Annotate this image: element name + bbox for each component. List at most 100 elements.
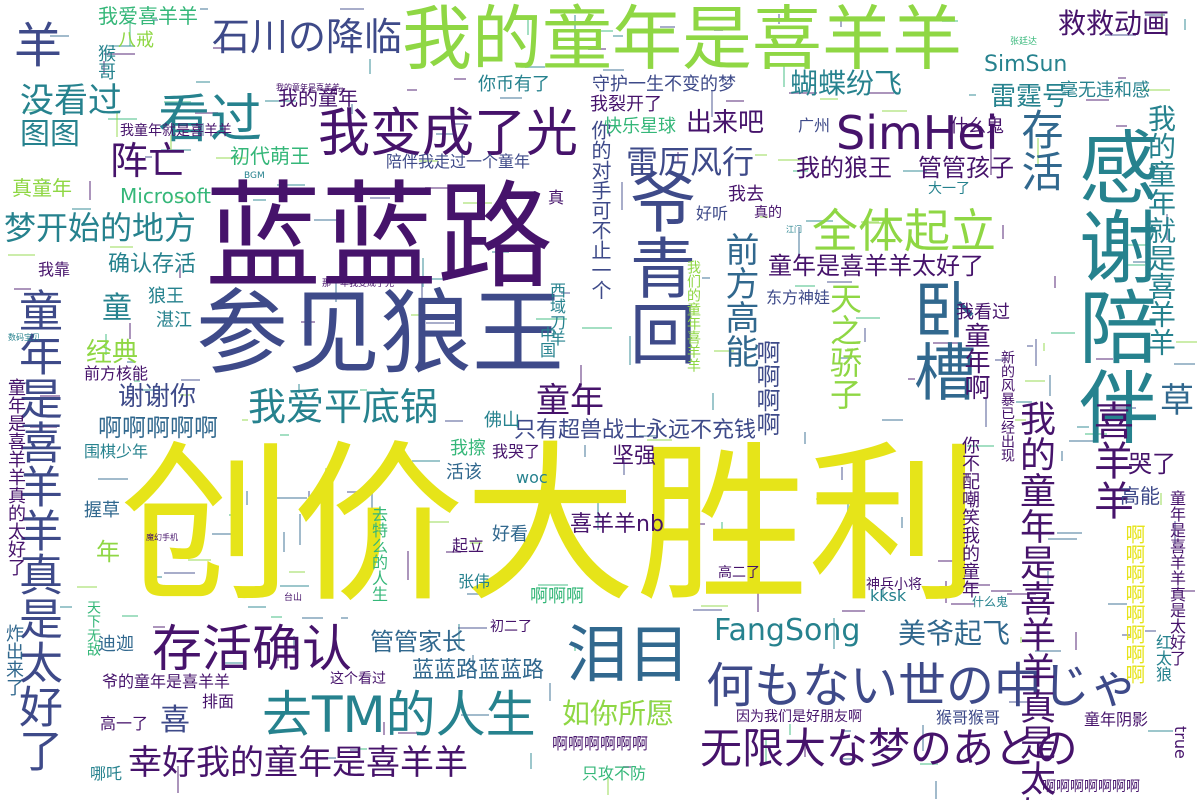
word-mei-kanguo: 没看过 <box>20 81 122 121</box>
word-jingdian: 经典 <box>86 338 139 368</box>
noise-mark <box>229 514 237 516</box>
noise-mark <box>180 394 190 396</box>
noise-mark <box>175 197 187 199</box>
word-wode-tongnian-v: 我的童年是喜羊羊真是太好了 <box>1014 400 1055 800</box>
noise-mark <box>504 493 521 495</box>
noise-mark <box>793 170 808 172</box>
noise-mark <box>152 19 158 21</box>
noise-mark <box>1077 426 1089 428</box>
noise-mark <box>277 184 305 186</box>
noise-mark <box>358 748 367 750</box>
noise-mark <box>806 220 833 222</box>
noise-mark <box>714 29 723 31</box>
word-cunhuo: 存活 <box>1015 108 1064 192</box>
noise-mark <box>841 467 843 480</box>
word-zhanjiang: 湛江 <box>156 310 192 331</box>
noise-mark <box>662 450 664 466</box>
noise-mark <box>584 445 586 457</box>
word-wo-ai-pingdiguo: 我爱平底锅 <box>248 385 439 429</box>
noise-mark <box>50 35 69 37</box>
noise-mark <box>778 159 802 161</box>
noise-mark <box>299 514 301 545</box>
noise-mark <box>882 419 903 421</box>
word-zhen: 真 <box>548 188 565 207</box>
word-ganxie-peiban: 感谢陪伴 <box>1066 126 1159 446</box>
word-peiban-wo: 陪伴我走过一个童年 <box>386 152 531 171</box>
noise-mark <box>1092 138 1094 157</box>
noise-mark <box>1049 375 1051 396</box>
word-microsoft: Microsoft <box>120 184 212 208</box>
word-tongnian-taihao: 童年是喜羊羊太好了 <box>768 252 984 280</box>
noise-mark <box>795 285 815 287</box>
noise-mark <box>221 48 230 50</box>
word-shenme-gui-2: 什么鬼 <box>972 595 1009 609</box>
noise-mark <box>370 197 390 199</box>
word-women-de-tongnian: 我们的童年喜羊羊 <box>685 260 701 372</box>
word-kule: 哭了 <box>1128 450 1176 478</box>
noise-mark <box>1086 99 1109 101</box>
word-chu-er-le: 初二了 <box>490 619 532 635</box>
noise-mark <box>804 732 806 757</box>
noise-mark <box>985 398 987 427</box>
noise-mark <box>1048 538 1077 540</box>
noise-mark <box>938 560 959 562</box>
noise-mark <box>621 182 623 210</box>
noise-mark <box>8 254 35 256</box>
noise-mark <box>116 112 118 137</box>
noise-mark <box>411 314 425 316</box>
noise-mark <box>960 584 990 586</box>
noise-mark <box>629 336 631 365</box>
noise-mark <box>454 78 466 80</box>
word-tongnian-yinying: 童年阴影 <box>1084 710 1149 729</box>
noise-mark <box>901 517 903 528</box>
noise-mark <box>350 129 352 142</box>
noise-mark <box>212 533 238 535</box>
word-langwang: 狼王 <box>148 286 184 307</box>
noise-mark <box>574 15 576 42</box>
noise-mark <box>712 393 714 410</box>
noise-mark <box>202 123 204 136</box>
noise-mark <box>783 66 785 87</box>
word-ni-bi-you-le: 你币有了 <box>478 74 550 95</box>
word-tutu: 图图 <box>20 117 80 152</box>
noise-mark <box>842 758 856 760</box>
noise-mark <box>1141 89 1170 91</box>
noise-mark <box>1184 19 1186 30</box>
word-tianzhi-jiaozi: 天之骄子 <box>825 282 863 410</box>
noise-mark <box>188 559 211 561</box>
word-meng-kaishi: 梦开始的地方 <box>4 209 197 247</box>
noise-mark <box>882 587 884 596</box>
noise-mark <box>1160 493 1162 505</box>
word-wode-tongnian-jiushi: 我的童年就是喜羊羊 <box>1144 104 1177 356</box>
noise-mark <box>351 104 353 114</box>
word-gao-er-le: 高二了 <box>718 565 760 581</box>
noise-mark <box>562 425 570 427</box>
noise-mark <box>302 617 323 619</box>
word-zha-chulai-le: 炸出来了 <box>3 624 24 696</box>
noise-mark <box>434 487 436 502</box>
word-aaa: 啊啊啊 <box>530 586 584 607</box>
noise-mark <box>181 379 200 381</box>
word-xiexie-ni: 谢谢你 <box>118 382 197 412</box>
noise-mark <box>293 636 295 651</box>
noise-mark <box>383 722 385 735</box>
noise-mark <box>467 593 486 595</box>
word-wo-biancheng-le-guang: 我变成了光 <box>318 104 579 164</box>
word-hudie-fenfei: 蝴蝶纷飞 <box>790 67 903 100</box>
word-qianfang-gaoneng: 前方高能 <box>719 232 759 368</box>
word-leili-fengxing: 雷厉风行 <box>626 143 755 181</box>
noise-mark <box>969 94 976 96</box>
noise-mark <box>89 181 91 200</box>
word-wo-ca: 我擦 <box>450 438 486 459</box>
word-woc: woc <box>516 468 548 487</box>
noise-mark <box>760 216 768 218</box>
noise-mark <box>589 30 613 32</box>
word-a-x7: 啊啊啊啊啊啊啊 <box>1042 779 1140 795</box>
word-gaoneng: 高能 <box>1120 484 1160 508</box>
noise-mark <box>527 18 529 35</box>
noise-mark <box>839 357 852 359</box>
noise-mark <box>156 576 162 578</box>
noise-mark <box>582 327 612 329</box>
noise-mark <box>1145 630 1156 632</box>
noise-mark <box>1016 401 1032 403</box>
